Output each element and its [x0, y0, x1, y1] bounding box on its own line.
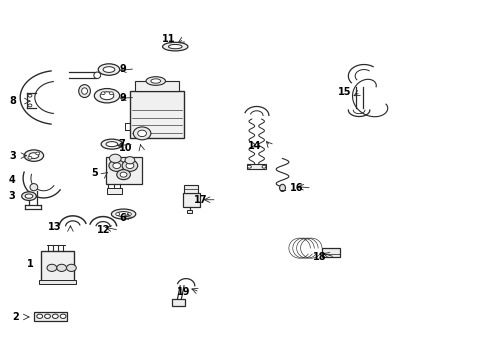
Ellipse shape — [247, 165, 251, 168]
Bar — [41, 251, 74, 281]
Ellipse shape — [109, 92, 113, 95]
Ellipse shape — [28, 156, 32, 159]
Ellipse shape — [28, 104, 32, 107]
Bar — [130, 91, 183, 138]
Ellipse shape — [52, 314, 58, 319]
Bar — [246, 164, 266, 169]
Text: 12: 12 — [97, 225, 110, 235]
Ellipse shape — [94, 72, 101, 78]
Ellipse shape — [126, 163, 134, 168]
Ellipse shape — [279, 184, 285, 192]
Bar — [172, 299, 184, 306]
Text: 17: 17 — [194, 195, 207, 205]
Ellipse shape — [109, 160, 124, 171]
Text: 13: 13 — [48, 222, 61, 232]
Bar — [107, 188, 122, 194]
Ellipse shape — [101, 92, 105, 95]
Ellipse shape — [30, 184, 38, 191]
Ellipse shape — [127, 213, 131, 216]
Ellipse shape — [138, 130, 146, 136]
Text: 3: 3 — [10, 150, 16, 161]
Bar — [182, 193, 199, 207]
Ellipse shape — [57, 264, 66, 271]
Text: 11: 11 — [162, 34, 175, 44]
Text: 2: 2 — [13, 312, 19, 322]
Text: 15: 15 — [338, 87, 351, 97]
Ellipse shape — [162, 42, 187, 51]
Bar — [105, 157, 142, 184]
Ellipse shape — [146, 77, 165, 85]
Ellipse shape — [116, 213, 120, 216]
Ellipse shape — [113, 163, 121, 168]
Text: 7: 7 — [118, 139, 125, 149]
Text: 5: 5 — [91, 168, 98, 178]
Text: 10: 10 — [119, 143, 132, 153]
Ellipse shape — [106, 141, 118, 147]
Ellipse shape — [60, 314, 66, 319]
Ellipse shape — [21, 192, 36, 201]
Ellipse shape — [36, 152, 40, 155]
Ellipse shape — [79, 85, 90, 98]
Ellipse shape — [100, 92, 114, 100]
Text: 16: 16 — [289, 183, 303, 193]
Ellipse shape — [120, 172, 127, 177]
Bar — [187, 210, 192, 213]
Ellipse shape — [28, 94, 32, 97]
Ellipse shape — [25, 194, 33, 198]
Ellipse shape — [103, 67, 115, 72]
Text: 3: 3 — [9, 191, 15, 201]
Ellipse shape — [81, 88, 87, 94]
Text: 14: 14 — [247, 141, 261, 151]
Bar — [183, 185, 197, 193]
Bar — [321, 248, 339, 257]
Text: 6: 6 — [120, 213, 126, 222]
Bar — [34, 312, 67, 320]
Ellipse shape — [117, 212, 130, 217]
Ellipse shape — [37, 314, 42, 319]
Ellipse shape — [262, 165, 265, 168]
Ellipse shape — [66, 264, 76, 271]
Text: 9: 9 — [120, 93, 126, 103]
Ellipse shape — [125, 157, 135, 164]
Ellipse shape — [94, 89, 120, 103]
Text: 9: 9 — [120, 64, 126, 74]
Ellipse shape — [111, 209, 136, 219]
Ellipse shape — [47, 264, 57, 271]
Ellipse shape — [98, 64, 120, 75]
Bar — [135, 81, 178, 91]
Bar — [39, 280, 76, 284]
Ellipse shape — [117, 170, 130, 180]
Text: 1: 1 — [27, 259, 34, 269]
Ellipse shape — [122, 160, 138, 171]
Text: 8: 8 — [9, 96, 16, 106]
Text: 19: 19 — [177, 287, 190, 297]
Ellipse shape — [109, 154, 121, 163]
Ellipse shape — [101, 139, 122, 149]
Ellipse shape — [24, 150, 43, 161]
Text: 4: 4 — [9, 175, 15, 185]
Ellipse shape — [44, 314, 50, 319]
Text: 18: 18 — [312, 252, 326, 262]
Ellipse shape — [133, 127, 151, 140]
Ellipse shape — [29, 153, 39, 158]
Ellipse shape — [151, 79, 160, 83]
Ellipse shape — [168, 44, 182, 49]
